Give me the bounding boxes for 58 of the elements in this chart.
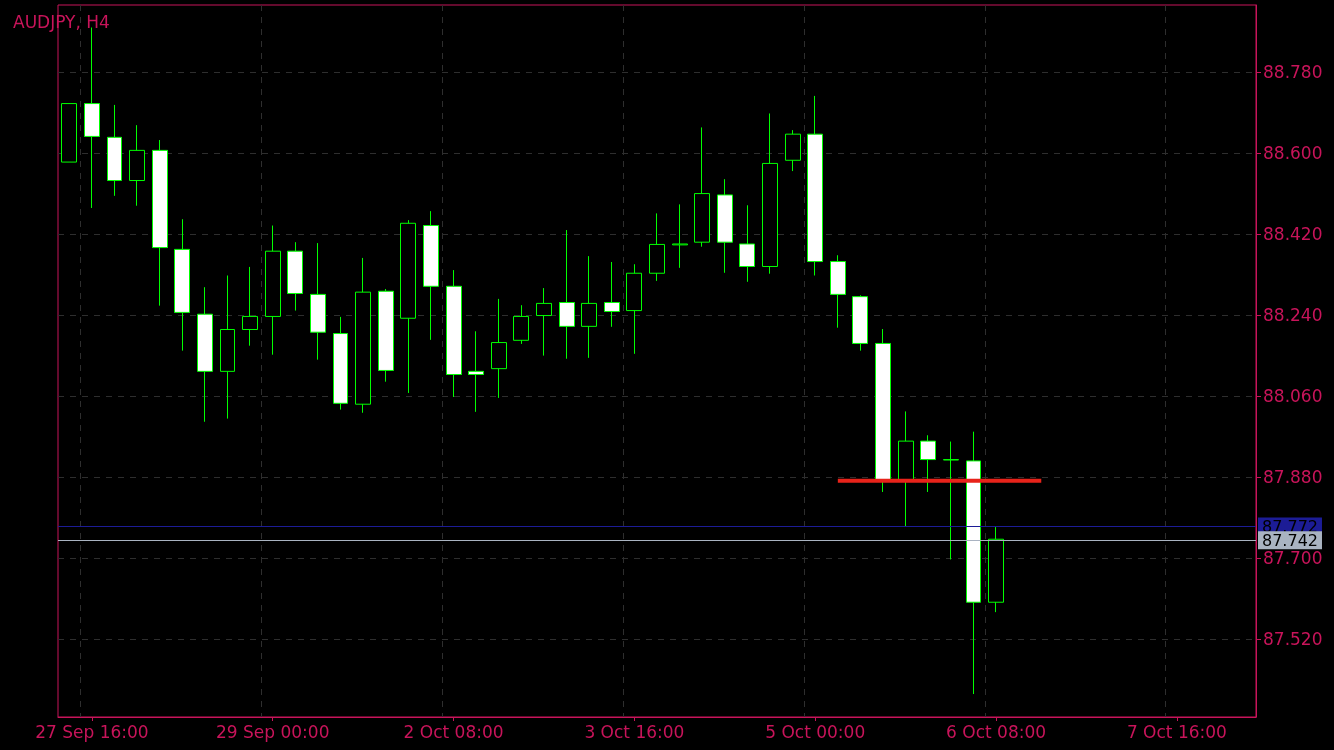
y-tick-label: 87.880 [1263, 467, 1323, 488]
candlestick [785, 129, 801, 172]
candlestick [762, 112, 778, 275]
candlestick [739, 204, 755, 283]
x-tick-label: 7 Oct 16:00 [1126, 721, 1227, 742]
candlestick [920, 434, 936, 493]
y-tick-label: 88.420 [1263, 224, 1323, 245]
x-tick-label: 3 Oct 16:00 [584, 721, 685, 742]
chart-title: AUDJPY, H4 [13, 11, 110, 32]
y-tick-label: 88.780 [1263, 62, 1323, 83]
candlestick [400, 219, 416, 394]
x-tick-label: 2 Oct 08:00 [403, 721, 504, 742]
candlestick [491, 298, 507, 399]
candlestick [220, 274, 235, 420]
candlestick [242, 266, 258, 347]
candlestick [129, 124, 145, 207]
candlestick [717, 178, 733, 274]
candlestick [446, 269, 462, 398]
candlestick [378, 288, 394, 383]
candlestick [559, 229, 575, 360]
candlestick [852, 294, 868, 352]
candlestick [988, 526, 1004, 613]
y-tick-label: 87.520 [1263, 629, 1323, 650]
candlestick [649, 212, 665, 282]
x-tick-label: 27 Sep 16:00 [35, 721, 149, 742]
x-tick-label: 5 Oct 00:00 [765, 721, 866, 742]
candlestick [310, 242, 326, 361]
y-tick-label: 88.060 [1263, 386, 1323, 407]
candlestick [807, 95, 823, 276]
candlestick [694, 126, 710, 248]
candlestick [355, 257, 371, 414]
candlestick [626, 263, 642, 355]
candlestick [513, 304, 529, 345]
candlestick [333, 316, 348, 411]
candlestick [84, 27, 100, 209]
candlestick [672, 203, 688, 269]
x-tick-label: 6 Oct 08:00 [946, 721, 1047, 742]
candlestick [468, 330, 484, 413]
candlestick [423, 210, 439, 341]
candlestick [197, 286, 213, 423]
candlestick [536, 287, 552, 357]
candlestick [604, 261, 620, 328]
candlestick [943, 441, 959, 560]
x-tick-label: 29 Sep 00:00 [215, 721, 330, 742]
candlestick [581, 255, 597, 359]
candlestick [830, 254, 846, 329]
y-tick-label: 87.700 [1263, 548, 1323, 569]
y-tick-label: 88.240 [1263, 305, 1323, 326]
candlestick [875, 328, 891, 493]
candlestick [898, 410, 914, 528]
candlestick [265, 225, 281, 356]
candlestick [152, 139, 168, 307]
y-tick-label: 88.600 [1263, 143, 1323, 164]
candlestick [174, 218, 190, 352]
candlestick [966, 431, 981, 695]
candlestick [107, 104, 122, 197]
candlestick [287, 241, 303, 312]
candlestick [61, 103, 77, 163]
